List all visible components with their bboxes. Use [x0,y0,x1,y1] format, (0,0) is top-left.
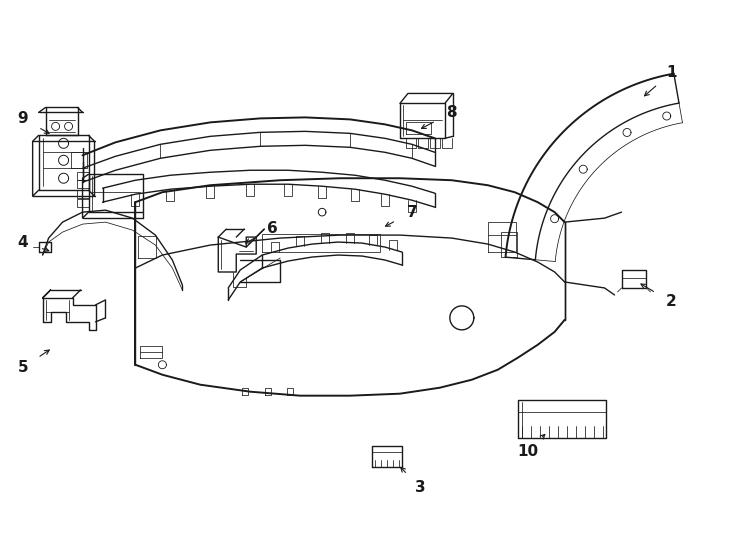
Text: 7: 7 [407,205,417,220]
Text: 8: 8 [446,105,457,120]
Text: 3: 3 [415,480,425,495]
Text: 6: 6 [266,221,277,235]
Text: 1: 1 [666,65,677,80]
Text: 5: 5 [18,360,28,375]
Text: 9: 9 [18,111,28,126]
Text: 10: 10 [517,444,538,459]
Text: 4: 4 [18,234,28,249]
Text: 2: 2 [666,294,677,309]
